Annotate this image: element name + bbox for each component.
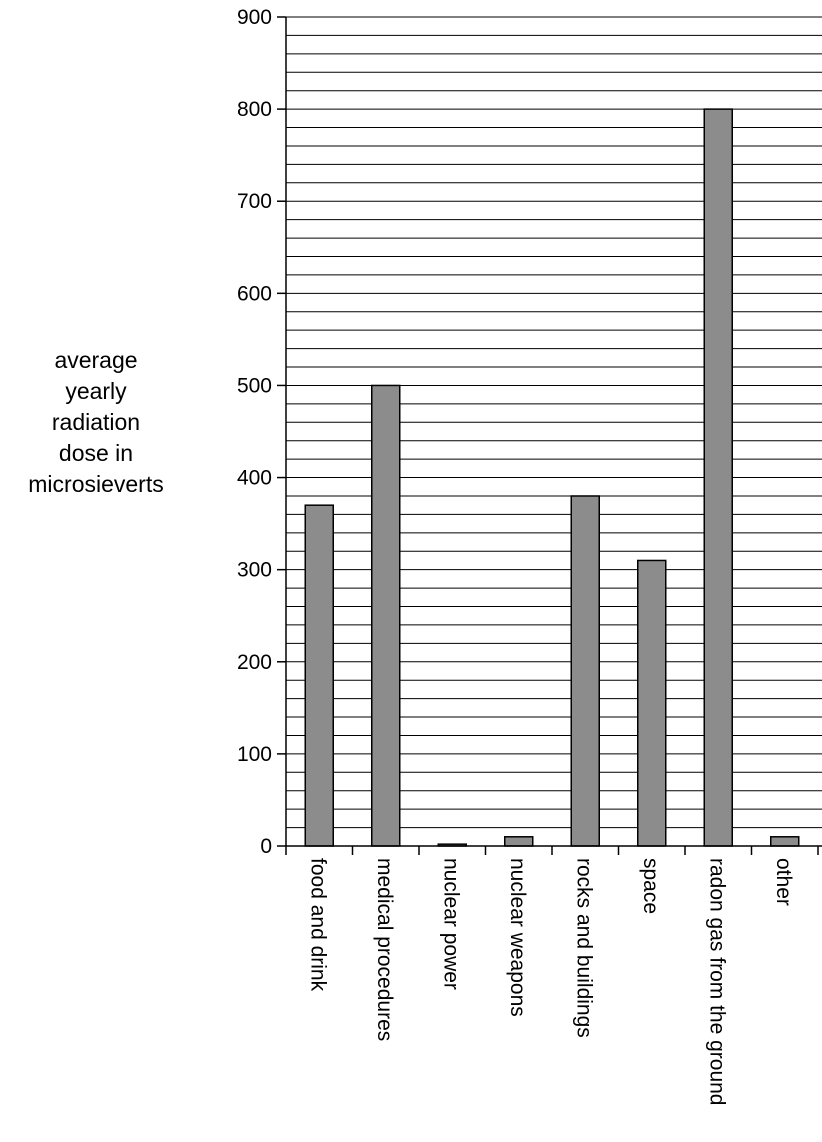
bar <box>637 559 667 847</box>
y-tick-label: 300 <box>237 559 272 582</box>
y-ticks: 0 100 200 300 400 500 600 700 800 900 <box>237 6 286 858</box>
y-axis-title-line: radiation <box>51 409 141 435</box>
category-label: rocks and buildings <box>572 858 595 1038</box>
category-label: radon gas from the ground <box>705 858 728 1106</box>
y-axis-title-line: dose in <box>58 440 134 466</box>
bar <box>371 384 401 847</box>
category-label: nuclear weapons <box>506 858 529 1017</box>
bar <box>703 108 733 847</box>
x-ticks <box>285 846 819 855</box>
y-tick-label: 500 <box>237 374 272 397</box>
category-label: medical procedures <box>373 858 396 1041</box>
bar <box>770 836 800 847</box>
y-tick-label: 100 <box>237 743 272 766</box>
y-tick-label: 800 <box>237 98 272 121</box>
grid-lines <box>286 16 822 829</box>
y-axis-title-line: yearly <box>65 378 127 404</box>
category-label: space <box>639 858 662 914</box>
axes <box>285 17 822 847</box>
y-axis-title-line: microsieverts <box>28 471 164 497</box>
y-tick-label: 900 <box>237 6 272 29</box>
bars <box>304 108 800 847</box>
category-labels: food and drink medical procedures nuclear … <box>306 858 795 1106</box>
y-tick-label: 600 <box>237 282 272 305</box>
y-tick-label: 400 <box>237 467 272 490</box>
y-tick-label: 200 <box>237 651 272 674</box>
category-label: nuclear power <box>439 858 462 990</box>
bar <box>570 495 600 847</box>
y-axis-title-line: average <box>54 347 138 373</box>
y-tick-label: 0 <box>260 835 272 858</box>
category-label: food and drink <box>306 858 329 992</box>
bar <box>304 504 334 847</box>
bar <box>504 836 534 847</box>
category-label: other <box>772 858 795 906</box>
y-tick-label: 700 <box>237 190 272 213</box>
y-axis-title: average yearly radiation dose in microsi… <box>0 345 192 500</box>
